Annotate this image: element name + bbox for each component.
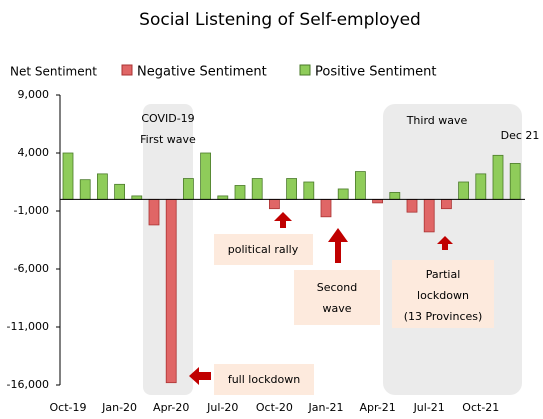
annotation: First wave [140, 133, 196, 146]
bar [131, 195, 143, 200]
bar [423, 198, 435, 233]
annotation: Partial [426, 268, 461, 281]
annotation: (13 Provinces) [404, 310, 483, 323]
x-tick-label: Oct-20 [256, 401, 293, 414]
arrow [328, 228, 348, 263]
y-tick-label: -1,000 [14, 204, 49, 217]
note-box [294, 270, 380, 325]
chart-title: Social Listening of Self-employed [139, 10, 421, 30]
bar [440, 198, 452, 210]
annotation: political rally [228, 243, 299, 256]
y-tick-label: -16,000 [7, 378, 49, 391]
annotation: Third wave [406, 114, 468, 127]
y-tick-label: -11,000 [7, 320, 49, 333]
legend-label: Negative Sentiment [137, 65, 267, 80]
y-tick-label: 4,000 [18, 146, 50, 159]
note-box [214, 364, 314, 395]
legend-swatch [121, 64, 133, 76]
y-tick-label: 9,000 [18, 88, 50, 101]
annotation: Second [317, 281, 357, 294]
annotation: lockdown [417, 289, 469, 302]
bar [182, 178, 194, 200]
shaded-period [383, 104, 522, 395]
annotation: wave [322, 302, 351, 315]
annotation: full lockdown [228, 373, 300, 386]
bar [475, 173, 487, 200]
bar [114, 183, 125, 200]
x-tick-label: Oct-19 [50, 401, 87, 414]
bar [268, 198, 280, 210]
x-tick-label: Apr-21 [359, 401, 395, 414]
x-tick-label: Jul-20 [206, 401, 238, 414]
bar [320, 198, 332, 218]
bar [165, 198, 177, 384]
arrow [189, 367, 211, 385]
bar [200, 152, 212, 200]
arrow [437, 236, 453, 250]
bar [148, 198, 160, 226]
bar [354, 171, 366, 200]
bar [406, 198, 418, 213]
bar [234, 185, 246, 200]
y-tick-label: -6,000 [14, 262, 49, 275]
legend-swatch [299, 64, 311, 76]
x-tick-label: Apr-20 [153, 401, 189, 414]
bar [509, 163, 521, 200]
bar [62, 152, 74, 200]
annotation: Dec 21 [501, 129, 540, 142]
bar [303, 181, 315, 200]
bar [458, 181, 470, 200]
y-axis-label: Net Sentiment [10, 65, 97, 79]
annotation: COVID-19 [141, 112, 194, 125]
bar [251, 178, 263, 200]
x-tick-label: Jul-21 [413, 401, 445, 414]
x-tick-label: Jan-21 [308, 401, 344, 414]
arrow [274, 212, 292, 228]
legend-label: Positive Sentiment [315, 65, 436, 80]
bar [337, 188, 349, 200]
bar [97, 173, 108, 200]
x-tick-label: Oct-21 [462, 401, 499, 414]
bar [217, 195, 229, 200]
bar [492, 154, 504, 200]
bar [389, 192, 401, 200]
bar [286, 178, 298, 200]
note-box [214, 234, 313, 265]
bar [79, 179, 91, 200]
note-box [392, 260, 494, 328]
bar [372, 198, 384, 204]
x-tick-label: Jan-20 [101, 401, 137, 414]
